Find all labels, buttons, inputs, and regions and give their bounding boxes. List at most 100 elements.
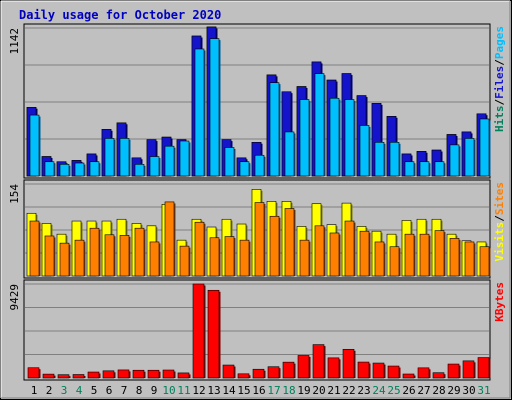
bar-sites-day-12 (194, 221, 205, 277)
bar-sites-day-31 (479, 246, 490, 277)
bar-pages-day-6 (104, 138, 115, 177)
bar-sites-day-1 (29, 220, 40, 277)
bar-pages-day-1 (29, 114, 40, 177)
bar-pages-day-28 (434, 161, 445, 177)
bar-kbytes-day-12 (192, 283, 205, 379)
bar-sites-day-15 (239, 239, 250, 277)
bar-sites-day-27 (419, 233, 430, 277)
bar-pages-day-21 (329, 97, 340, 177)
bar-kbytes-day-6 (102, 370, 115, 379)
bar-kbytes-day-27 (417, 367, 430, 379)
bar-kbytes-day-5 (87, 371, 100, 379)
bar-kbytes-day-24 (372, 362, 385, 379)
legend-visits: Visits (493, 222, 506, 262)
bar-kbytes-day-3 (57, 374, 70, 379)
x-tick-day-2: 2 (46, 384, 53, 397)
x-tick-day-23: 23 (357, 384, 370, 397)
bar-pages-day-22 (344, 99, 355, 177)
bar-pages-day-4 (74, 162, 85, 177)
bar-sites-day-6 (104, 234, 115, 277)
x-tick-day-7: 7 (121, 384, 128, 397)
bar-kbytes-day-19 (297, 355, 310, 379)
bar-pages-day-14 (224, 147, 235, 177)
panel-area (23, 279, 491, 381)
bar-kbytes-day-23 (357, 361, 370, 379)
panel-sites_visits: 154 Visits/Sites (8, 179, 506, 279)
x-tick-day-8: 8 (136, 384, 143, 397)
chart-title: Daily usage for October 2020 (19, 8, 221, 22)
bar-pages-day-8 (134, 164, 145, 177)
bar-kbytes-day-2 (42, 373, 55, 379)
bar-pages-day-30 (464, 138, 475, 177)
bar-pages-day-9 (149, 156, 160, 177)
bar-pages-day-13 (209, 38, 220, 177)
x-tick-day-14: 14 (222, 384, 236, 397)
bar-sites-day-14 (224, 236, 235, 277)
bar-sites-day-5 (89, 227, 100, 277)
bar-kbytes-day-16 (252, 368, 265, 379)
bar-sites-day-11 (179, 245, 190, 277)
x-tick-day-27: 27 (417, 384, 430, 397)
bar-kbytes-day-25 (387, 365, 400, 379)
panel-kbytes: 9429 KBytes (8, 279, 506, 381)
bar-sites-day-18 (284, 208, 295, 277)
x-tick-day-24: 24 (372, 384, 386, 397)
x-tick-day-29: 29 (447, 384, 460, 397)
bar-pages-day-31 (479, 118, 490, 177)
x-tick-day-31: 31 (477, 384, 490, 397)
bar-kbytes-day-10 (162, 369, 175, 379)
legend-text: Hits/Files/Pages (493, 26, 506, 132)
x-tick-day-1: 1 (31, 384, 38, 397)
bar-pages-day-26 (404, 161, 415, 177)
bar-kbytes-day-26 (402, 373, 415, 379)
legend-separator: / (493, 215, 506, 222)
bar-kbytes-day-29 (447, 363, 460, 379)
bar-sites-day-26 (404, 233, 415, 277)
bar-sites-day-4 (74, 239, 85, 277)
y-max-label: 1142 (8, 28, 21, 55)
bar-sites-day-23 (359, 230, 370, 277)
x-tick-day-17: 17 (267, 384, 280, 397)
bar-pages-day-23 (359, 125, 370, 177)
bar-sites-day-20 (314, 225, 325, 277)
x-tick-day-19: 19 (297, 384, 310, 397)
bar-kbytes-day-18 (282, 361, 295, 379)
bar-pages-day-17 (269, 82, 280, 177)
x-tick-day-15: 15 (237, 384, 250, 397)
bar-kbytes-day-22 (342, 348, 355, 379)
bar-kbytes-day-7 (117, 369, 130, 379)
legend-sites: Sites (493, 182, 506, 215)
x-tick-day-16: 16 (252, 384, 265, 397)
x-tick-day-12: 12 (192, 384, 205, 397)
legend-separator: / (493, 99, 506, 106)
bar-pages-day-27 (419, 161, 430, 177)
y-max-label: 154 (8, 184, 21, 204)
x-axis-day-labels: 1 2 3 4 5 6 7 8 9 10 11 12 13 14 15 16 17 18 19 20 21 22 23 24 2… (31, 384, 491, 397)
bar-kbytes-day-9 (147, 369, 160, 379)
bar-kbytes-day-17 (267, 366, 280, 379)
legend-pages: Pages (493, 26, 506, 59)
bar-sites-day-9 (149, 241, 160, 277)
bar-kbytes-day-28 (432, 372, 445, 379)
panel-legend: KBytes (493, 282, 506, 322)
bar-sites-day-28 (434, 230, 445, 277)
bar-kbytes-day-14 (222, 364, 235, 379)
x-tick-day-5: 5 (91, 384, 98, 397)
bar-kbytes-day-21 (327, 357, 340, 379)
legend-text: Visits/Sites (493, 182, 506, 262)
bar-pages-day-7 (119, 138, 130, 177)
x-tick-day-11: 11 (177, 384, 190, 397)
bar-sites-day-2 (44, 235, 55, 277)
bar-pages-day-18 (284, 131, 295, 177)
bar-kbytes-day-31 (477, 357, 490, 379)
x-tick-day-6: 6 (106, 384, 113, 397)
panel-legend: Hits/Files/Pages (493, 26, 506, 132)
panel-legend: Visits/Sites (493, 182, 506, 262)
bar-pages-day-19 (299, 99, 310, 177)
bar-sites-day-24 (374, 241, 385, 277)
x-tick-day-28: 28 (432, 384, 445, 397)
bar-sites-day-3 (59, 242, 70, 277)
